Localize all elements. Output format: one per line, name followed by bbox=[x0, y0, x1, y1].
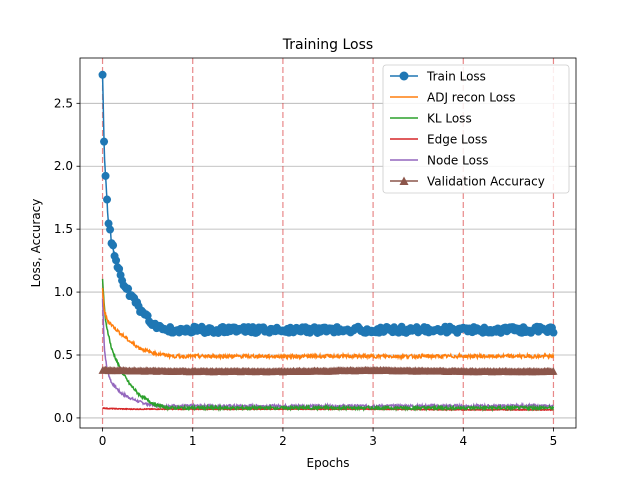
legend-label-validation-accuracy: Validation Accuracy bbox=[427, 175, 545, 189]
train-loss-point bbox=[112, 256, 121, 265]
series-line-adj-recon-loss bbox=[101, 288, 555, 361]
series-line-kl-loss bbox=[101, 278, 555, 413]
chart-title: Training Loss bbox=[282, 37, 373, 53]
train-loss-point bbox=[103, 195, 112, 204]
x-tick-label: 5 bbox=[550, 434, 558, 448]
validation-accuracy-point bbox=[549, 367, 558, 375]
x-axis-label: Epochs bbox=[307, 456, 350, 470]
series-line-node-loss bbox=[101, 298, 554, 411]
train-loss-point bbox=[106, 225, 115, 234]
train-loss-point bbox=[549, 328, 558, 337]
x-tick-label: 3 bbox=[369, 434, 377, 448]
legend: Train Loss ADJ recon Loss KL Loss Edge Loss… bbox=[382, 64, 570, 194]
y-axis-label: Loss, Accuracy bbox=[29, 199, 43, 288]
y-tick-label: 1.5 bbox=[54, 222, 73, 236]
x-axis-ticks: 0 1 2 3 4 5 bbox=[99, 428, 558, 448]
legend-label-train-loss: Train Loss bbox=[426, 70, 486, 84]
legend-label-node-loss: Node Loss bbox=[427, 154, 488, 168]
train-loss-point bbox=[104, 219, 113, 228]
y-tick-label: 2.0 bbox=[54, 159, 73, 173]
plot-frame bbox=[79, 57, 577, 429]
x-tick-label: 4 bbox=[459, 434, 467, 448]
train-loss-point bbox=[100, 137, 109, 146]
y-tick-label: 0.5 bbox=[54, 348, 73, 362]
y-axis-ticks: 0.0 0.5 1.0 1.5 2.0 2.5 bbox=[54, 96, 80, 425]
y-tick-label: 1.0 bbox=[54, 285, 73, 299]
x-tick-label: 1 bbox=[189, 434, 197, 448]
legend-label-adj-recon-loss: ADJ recon Loss bbox=[427, 91, 516, 105]
y-tick-label: 2.5 bbox=[54, 96, 73, 110]
y-gridlines bbox=[80, 102, 576, 419]
legend-marker-train-loss bbox=[399, 71, 409, 81]
plot-series bbox=[98, 70, 558, 413]
x-tick-label: 2 bbox=[279, 434, 287, 448]
y-tick-label: 0.0 bbox=[54, 411, 73, 425]
train-loss-point bbox=[101, 171, 110, 180]
legend-label-kl-loss: KL Loss bbox=[427, 112, 472, 126]
legend-label-edge-loss: Edge Loss bbox=[427, 133, 487, 147]
legend-marker-validation-accuracy bbox=[399, 176, 409, 185]
train-loss-point bbox=[98, 70, 107, 79]
train-loss-point bbox=[109, 241, 118, 250]
train-loss-point bbox=[115, 264, 124, 273]
train-loss-point bbox=[124, 284, 133, 293]
legend-box bbox=[382, 64, 570, 194]
x-tick-label: 0 bbox=[99, 434, 107, 448]
